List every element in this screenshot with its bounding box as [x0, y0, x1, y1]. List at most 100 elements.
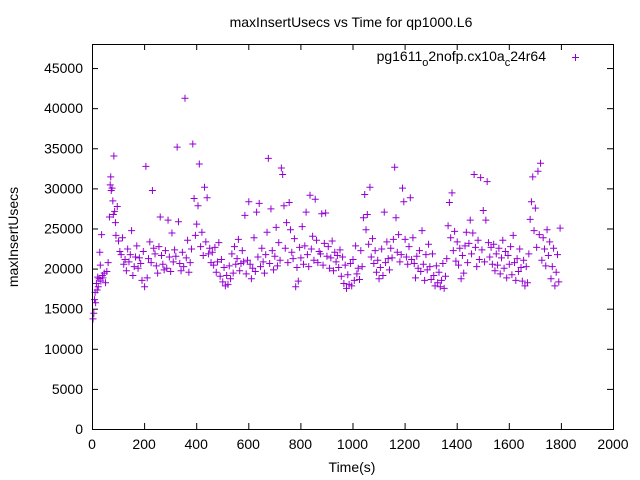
data-point — [137, 259, 145, 267]
data-point — [141, 283, 149, 291]
data-point — [512, 276, 520, 284]
data-point — [302, 208, 310, 216]
data-point — [552, 268, 560, 276]
data-point — [509, 231, 517, 239]
data-point — [281, 244, 289, 252]
legend-label: pg1611o2nofp.cx10ac24r64 — [377, 48, 547, 69]
data-point — [212, 268, 220, 276]
data-point — [402, 253, 410, 261]
data-point — [366, 183, 374, 191]
data-point — [279, 170, 287, 178]
data-point — [225, 262, 233, 270]
data-point — [103, 267, 111, 275]
data-point — [505, 260, 513, 268]
data-point — [507, 243, 515, 251]
data-point — [486, 253, 494, 261]
data-point — [333, 251, 341, 259]
data-point — [232, 260, 240, 268]
data-point — [215, 239, 223, 247]
data-point — [220, 263, 228, 271]
data-point — [409, 234, 417, 242]
data-point — [474, 236, 482, 244]
data-point — [289, 255, 297, 263]
data-point — [92, 280, 100, 288]
data-point — [230, 243, 238, 251]
data-points-layer — [89, 94, 564, 323]
data-point — [156, 213, 164, 221]
data-point — [430, 272, 438, 279]
data-point — [185, 268, 193, 276]
data-point — [293, 263, 301, 271]
data-point — [186, 259, 194, 267]
data-point — [544, 251, 552, 259]
data-point — [147, 259, 155, 267]
data-point — [514, 267, 522, 275]
data-point — [400, 198, 408, 206]
data-point — [397, 251, 405, 259]
data-point — [257, 263, 265, 271]
data-point — [110, 152, 118, 160]
data-point — [375, 275, 383, 283]
data-point — [131, 253, 139, 261]
data-point — [276, 256, 284, 264]
data-point — [497, 254, 505, 262]
data-point — [259, 258, 267, 266]
data-point — [224, 280, 232, 288]
data-point — [425, 240, 433, 248]
x-tick-label: 1400 — [441, 436, 472, 452]
data-point — [531, 204, 539, 212]
data-point — [457, 275, 465, 283]
data-point — [93, 286, 101, 294]
data-point — [504, 251, 512, 259]
data-point — [462, 228, 470, 236]
data-point — [277, 164, 285, 172]
y-tick-label: 45000 — [44, 60, 83, 76]
data-point — [228, 250, 236, 258]
data-point — [307, 245, 315, 253]
legend-marker — [572, 54, 579, 61]
data-point — [177, 267, 185, 275]
data-point — [384, 255, 392, 263]
data-point — [107, 173, 115, 181]
data-point — [382, 259, 390, 267]
data-point — [359, 214, 367, 222]
data-point — [194, 202, 202, 210]
data-point — [553, 251, 561, 259]
data-point — [327, 254, 335, 262]
x-axis-label: Time(s) — [329, 459, 376, 475]
data-point — [182, 254, 190, 262]
data-point — [227, 275, 235, 283]
data-point — [520, 256, 528, 264]
data-point — [392, 214, 400, 222]
y-axis: 0 5000 10000 15000 20000 25000 30000 35000 40000… — [44, 60, 613, 437]
data-point — [197, 243, 205, 251]
data-point — [148, 186, 156, 194]
data-point — [517, 263, 525, 271]
data-point — [533, 243, 541, 251]
data-point — [245, 198, 253, 206]
data-point — [421, 276, 429, 284]
data-point — [198, 228, 206, 236]
data-point — [164, 216, 172, 224]
data-point — [210, 261, 218, 269]
data-point — [542, 262, 550, 270]
data-point — [441, 272, 449, 280]
data-point — [404, 260, 412, 268]
data-point — [268, 247, 276, 255]
data-point — [383, 238, 391, 246]
data-point — [449, 247, 457, 255]
data-point — [473, 263, 481, 271]
data-point — [418, 227, 426, 235]
data-point — [448, 189, 456, 197]
data-point — [452, 257, 460, 265]
data-point — [391, 163, 399, 171]
data-point — [204, 250, 212, 258]
data-point — [176, 259, 184, 267]
data-point — [362, 226, 370, 234]
data-point — [551, 282, 559, 290]
data-point — [306, 191, 314, 199]
data-point — [292, 283, 300, 291]
data-point — [342, 284, 350, 292]
data-point — [428, 250, 436, 258]
data-point — [539, 234, 547, 242]
